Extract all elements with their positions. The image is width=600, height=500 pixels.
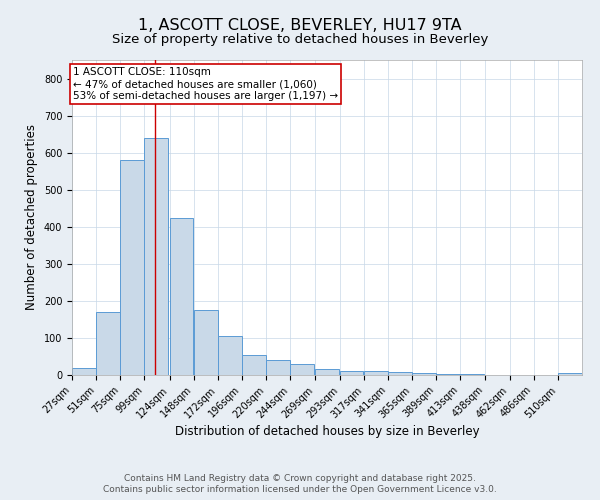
Bar xyxy=(290,364,314,375)
Text: Contains HM Land Registry data © Crown copyright and database right 2025.
Contai: Contains HM Land Registry data © Crown c… xyxy=(103,474,497,494)
Bar xyxy=(364,372,388,375)
Bar xyxy=(145,138,168,375)
Bar xyxy=(436,374,460,375)
Bar xyxy=(72,368,96,375)
Text: Size of property relative to detached houses in Beverley: Size of property relative to detached ho… xyxy=(112,32,488,46)
Bar xyxy=(266,360,290,375)
X-axis label: Distribution of detached houses by size in Beverley: Distribution of detached houses by size … xyxy=(175,425,479,438)
Bar xyxy=(218,336,242,375)
Bar xyxy=(388,372,412,375)
Bar xyxy=(460,374,484,375)
Bar xyxy=(194,310,218,375)
Bar xyxy=(412,373,436,375)
Bar xyxy=(242,354,266,375)
Bar xyxy=(558,373,581,375)
Text: 1, ASCOTT CLOSE, BEVERLEY, HU17 9TA: 1, ASCOTT CLOSE, BEVERLEY, HU17 9TA xyxy=(138,18,462,32)
Bar xyxy=(96,312,120,375)
Bar xyxy=(170,218,193,375)
Y-axis label: Number of detached properties: Number of detached properties xyxy=(25,124,38,310)
Bar xyxy=(340,372,364,375)
Bar xyxy=(316,370,339,375)
Bar xyxy=(120,160,144,375)
Text: 1 ASCOTT CLOSE: 110sqm
← 47% of detached houses are smaller (1,060)
53% of semi-: 1 ASCOTT CLOSE: 110sqm ← 47% of detached… xyxy=(73,68,338,100)
